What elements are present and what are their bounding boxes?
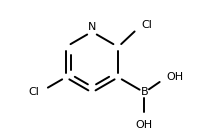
Text: B: B [140,87,148,97]
Text: N: N [88,22,96,32]
Text: OH: OH [166,72,184,82]
Text: Cl: Cl [29,87,40,97]
Text: OH: OH [136,120,153,130]
Text: Cl: Cl [142,20,152,30]
